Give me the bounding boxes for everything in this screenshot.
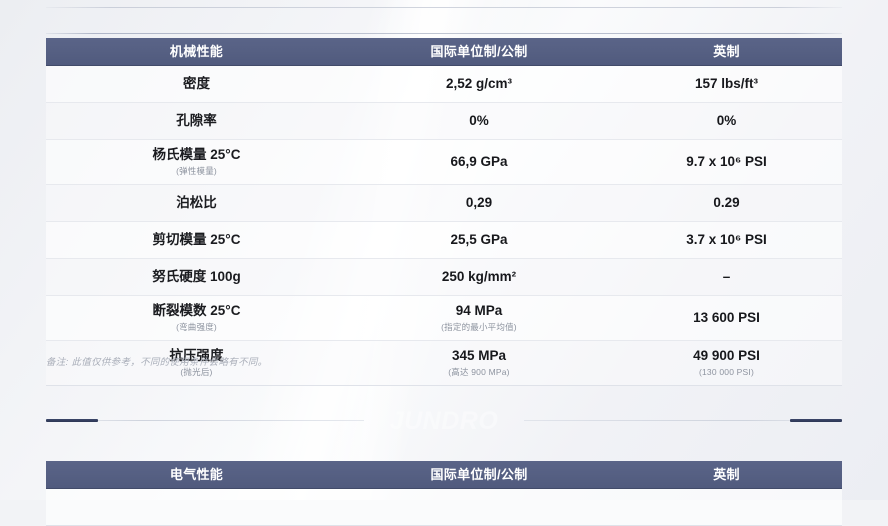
divider-left-accent [46, 418, 98, 422]
table-row: 断裂模数 25°C (弯曲强度) 94 MPa (指定的最小平均值) 13 60… [46, 296, 842, 341]
cell-property: 孔隙率 [46, 112, 347, 130]
cell-metric: 25,5 GPa [347, 231, 611, 249]
divider-right [524, 418, 843, 422]
divider-left-line [46, 419, 364, 421]
cell-imperial: 0.29 [611, 194, 842, 212]
divider-left [46, 418, 364, 422]
brand-logo: JUNDRO [389, 405, 499, 434]
table-header-row: 机械性能 国际单位制/公制 英制 [46, 38, 842, 66]
cell-imperial: – [611, 268, 842, 286]
metric-value: 25,5 GPa [450, 232, 508, 247]
imperial-value: 0.29 [713, 195, 740, 210]
cell-metric: 2,52 g/cm³ [347, 75, 611, 93]
cell-property: 努氏硬度 100g [46, 268, 347, 286]
top-hairline-lower [46, 33, 842, 34]
divider-right-accent [790, 418, 843, 422]
column-header-metric: 国际单位制/公制 [430, 467, 528, 482]
cell-imperial: 13 600 PSI [611, 309, 842, 327]
cell-property: 杨氏模量 25°C (弹性模量) [46, 146, 347, 178]
electrical-properties-table: 电气性能 国际单位制/公制 英制 [46, 461, 842, 526]
property-label: 密度 [183, 76, 210, 91]
metric-value: 0% [469, 113, 489, 128]
metric-subvalue: (高达 900 MPa) [448, 367, 510, 378]
cell-metric: 66,9 GPa [347, 153, 611, 171]
cell-property: 断裂模数 25°C (弯曲强度) [46, 302, 347, 334]
cell-property: 泊松比 [46, 194, 347, 212]
table-header-row: 电气性能 国际单位制/公制 英制 [46, 461, 842, 489]
table-row: 泊松比 0,29 0.29 [46, 185, 842, 222]
cell-metric: 0% [347, 112, 611, 130]
cell-imperial: 3.7 x 10⁶ PSI [611, 231, 842, 249]
property-sublabel: (弹性模量) [176, 166, 217, 177]
cell-imperial: 157 lbs/ft³ [611, 75, 842, 93]
top-hairline-upper [46, 7, 842, 8]
cell-property: 抗压强度 (抛光后) [46, 347, 347, 379]
imperial-value: 157 lbs/ft³ [694, 76, 759, 91]
cell-imperial: 0% [611, 112, 842, 130]
cell-imperial: 9.7 x 10⁶ PSI [611, 153, 842, 171]
table-row: 剪切模量 25°C 25,5 GPa 3.7 x 10⁶ PSI [46, 222, 842, 259]
property-label: 断裂模数 25°C [152, 303, 241, 319]
divider-right-line [524, 419, 843, 421]
table-row-partial [46, 489, 842, 526]
metric-subvalue: (指定的最小平均值) [441, 322, 517, 333]
imperial-value: 13 600 PSI [693, 310, 760, 325]
metric-value: 94 MPa [455, 303, 503, 319]
cell-imperial: 49 900 PSI (130 000 PSI) [611, 347, 842, 379]
column-header-property: 电气性能 [169, 467, 224, 482]
property-label: 泊松比 [176, 195, 217, 210]
table-row: 孔隙率 0% 0% [46, 103, 842, 140]
table-row: 密度 2,52 g/cm³ 157 lbs/ft³ [46, 66, 842, 103]
footnote: 备注: 此值仅供参考，不同的使用条件会略有不同。 [46, 357, 268, 368]
property-label: 孔隙率 [176, 113, 217, 128]
table-row: 抗压强度 (抛光后) 345 MPa (高达 900 MPa) 49 900 P… [46, 341, 842, 386]
cell-metric: 345 MPa (高达 900 MPa) [347, 347, 611, 379]
metric-value: 345 MPa [451, 348, 507, 364]
imperial-value: 3.7 x 10⁶ PSI [686, 232, 767, 247]
cell-property: 剪切模量 25°C [46, 231, 347, 249]
column-header-imperial: 英制 [713, 467, 740, 482]
metric-value: 2,52 g/cm³ [445, 76, 513, 91]
imperial-subvalue: (130 000 PSI) [698, 367, 755, 378]
logo-divider-band: JUNDRO [46, 403, 843, 437]
property-label: 剪切模量 25°C [152, 232, 241, 247]
property-label: 杨氏模量 25°C [152, 147, 241, 163]
property-sublabel: (弯曲强度) [176, 322, 217, 333]
column-header-property: 机械性能 [169, 44, 224, 59]
property-sublabel: (抛光后) [180, 367, 213, 378]
table-row: 努氏硬度 100g 250 kg/mm² – [46, 259, 842, 296]
cell-metric: 0,29 [347, 194, 611, 212]
imperial-value: 49 900 PSI [693, 348, 760, 364]
cell-metric: 94 MPa (指定的最小平均值) [347, 302, 611, 334]
property-label: 抗压强度 [169, 348, 224, 364]
cell-property: 密度 [46, 75, 347, 93]
metric-value: 0,29 [465, 195, 493, 210]
table-row: 杨氏模量 25°C (弹性模量) 66,9 GPa 9.7 x 10⁶ PSI [46, 140, 842, 185]
metric-value: 66,9 GPa [450, 154, 508, 169]
imperial-value: 9.7 x 10⁶ PSI [686, 154, 767, 169]
property-label: 努氏硬度 100g [152, 269, 241, 284]
mechanical-properties-table: 机械性能 国际单位制/公制 英制 密度 2,52 g/cm³ 157 lbs/f… [46, 38, 842, 386]
cell-metric: 250 kg/mm² [347, 268, 611, 286]
imperial-value: – [722, 269, 731, 284]
imperial-value: 0% [716, 113, 737, 128]
metric-value: 250 kg/mm² [441, 269, 517, 284]
column-header-imperial: 英制 [713, 44, 740, 59]
column-header-metric: 国际单位制/公制 [430, 44, 528, 59]
